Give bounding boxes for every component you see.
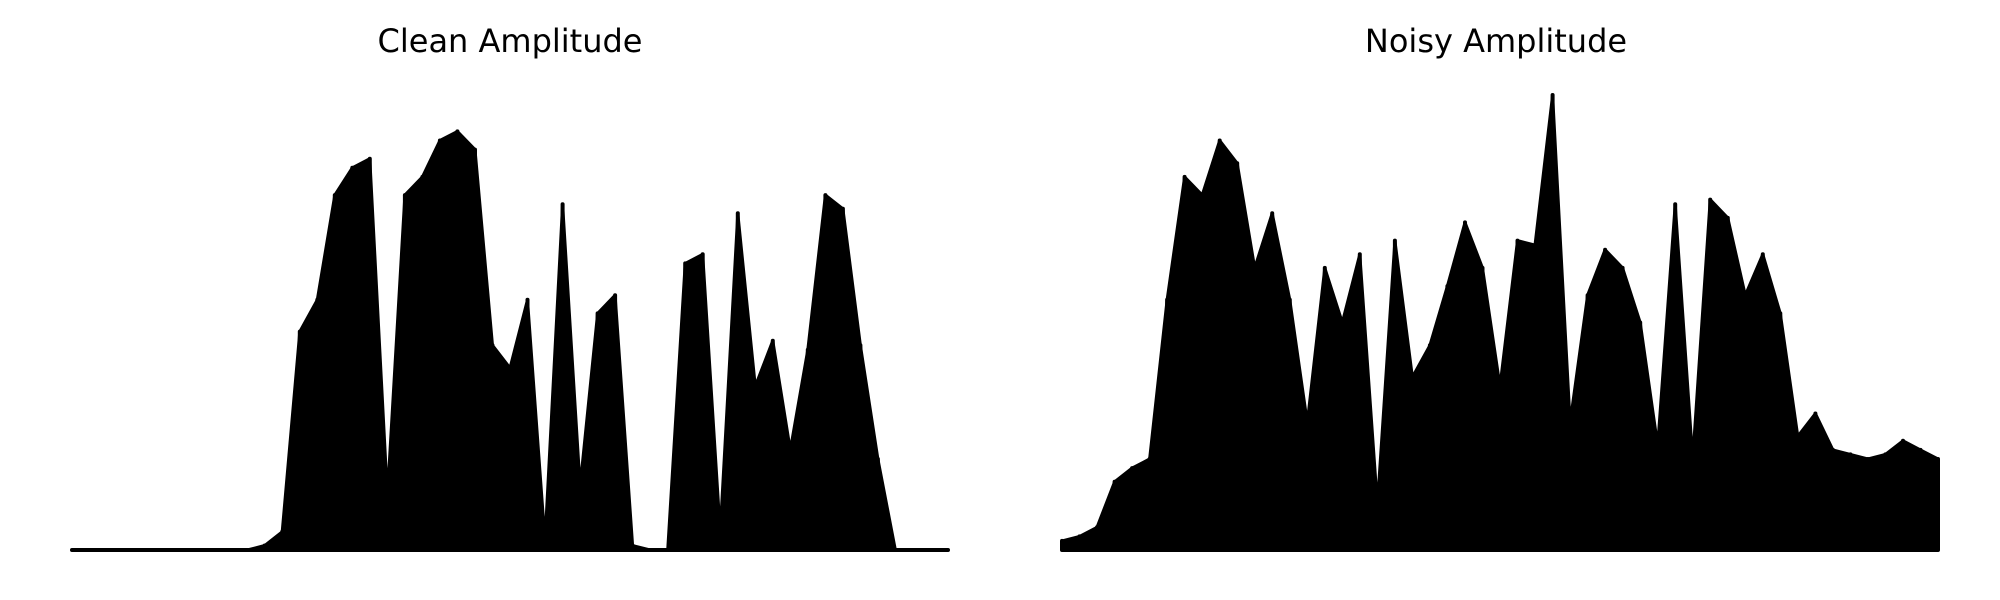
noisy-amplitude-panel: Noisy Amplitude [1000,0,2000,600]
chart-title: Noisy Amplitude [1364,22,1628,60]
noisy-amplitude-plot [1060,93,1940,552]
chart-title: Clean Amplitude [377,22,643,60]
clean-amplitude-panel: Clean Amplitude [70,22,950,552]
clean-amplitude-plot [70,129,950,552]
amplitude-series-area [1060,93,1940,552]
